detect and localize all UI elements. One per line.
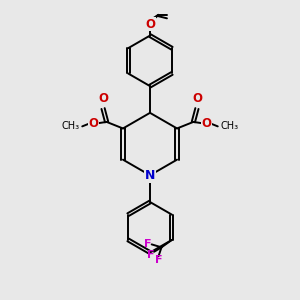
Text: O: O	[98, 92, 108, 105]
Text: O: O	[192, 92, 202, 105]
Text: F: F	[144, 239, 152, 249]
Text: O: O	[88, 117, 98, 130]
Text: O: O	[202, 117, 212, 130]
Text: CH₃: CH₃	[220, 122, 238, 131]
Text: O: O	[145, 18, 155, 31]
Text: F: F	[155, 255, 162, 265]
Text: N: N	[145, 169, 155, 182]
Text: CH₃: CH₃	[61, 122, 80, 131]
Text: F: F	[147, 250, 155, 260]
